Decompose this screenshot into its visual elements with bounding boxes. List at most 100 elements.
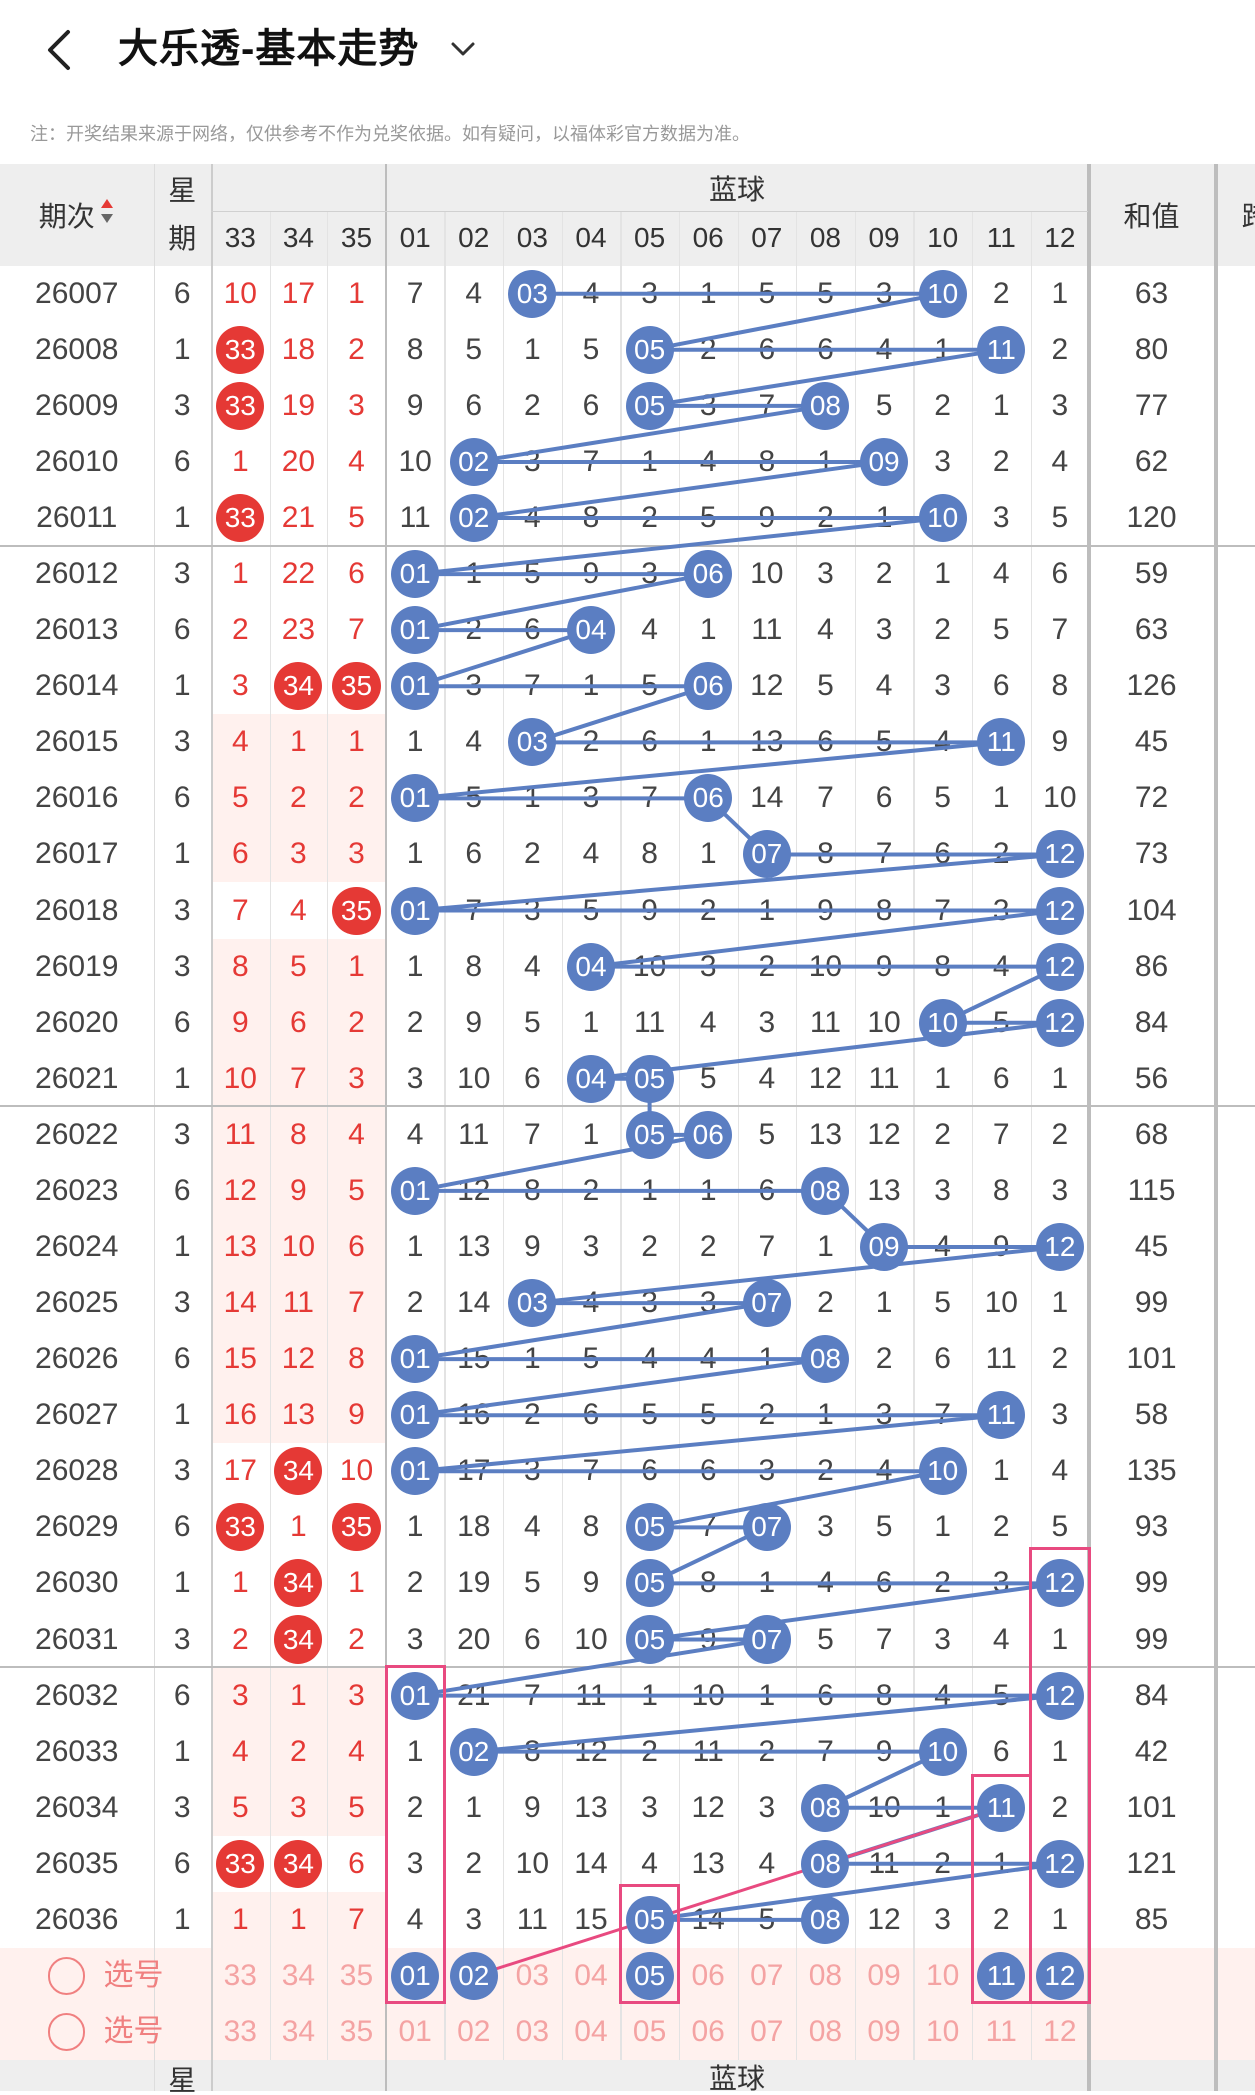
red-miss-cell: 1 <box>290 725 307 759</box>
period-header[interactable]: 期次 <box>0 164 154 265</box>
red-miss-cell: 13 <box>281 1398 316 1432</box>
select-blue-number[interactable]: 03 <box>515 2015 550 2049</box>
blue-miss-cell: 11 <box>868 1846 900 1880</box>
blue-ball: 07 <box>742 830 791 879</box>
period-cell: 26007 <box>35 276 119 310</box>
select-blue-number[interactable]: 04 <box>574 1958 608 1992</box>
select-blue-number[interactable]: 03 <box>515 1958 550 1992</box>
select-blue-number[interactable]: 09 <box>867 1958 901 1992</box>
blue-ball: 08 <box>801 1783 850 1832</box>
weekday-header-top: 星 <box>168 174 197 206</box>
chevron-left-icon[interactable] <box>40 26 80 74</box>
blue-miss-cell: 6 <box>992 1734 1010 1768</box>
red-row-tint <box>210 1667 386 1724</box>
period-cell: 26034 <box>35 1790 119 1824</box>
select-blue-ball[interactable]: 12 <box>1035 1951 1084 2000</box>
select-blue-number[interactable]: 01 <box>398 2015 432 2049</box>
red-miss-cell: 3 <box>348 388 365 422</box>
select-red-number[interactable]: 35 <box>339 2015 374 2049</box>
blue-miss-cell: 3 <box>1051 1398 1069 1432</box>
select-blue-number[interactable]: 11 <box>985 2015 1017 2049</box>
period-cell: 26022 <box>35 1117 119 1151</box>
blue-miss-cell: 2 <box>875 557 893 591</box>
sum-cell: 101 <box>1126 1790 1177 1824</box>
red-miss-cell: 10 <box>223 276 257 310</box>
red-miss-cell: 1 <box>348 276 365 310</box>
select-blue-number[interactable]: 12 <box>1043 2015 1077 2049</box>
red-miss-cell: 2 <box>348 1622 365 1656</box>
blue-miss-cell: 8 <box>582 1510 600 1544</box>
select-blue-number[interactable]: 08 <box>808 1958 843 1992</box>
blue-miss-cell: 1 <box>758 1566 776 1600</box>
select-blue-number[interactable]: 02 <box>457 2015 491 2049</box>
blue-miss-cell: 2 <box>934 1846 951 1880</box>
blue-miss-cell: 1 <box>992 1454 1010 1488</box>
select-blue-number[interactable]: 10 <box>925 2015 960 2049</box>
period-cell: 26019 <box>35 949 119 983</box>
blue-miss-cell: 5 <box>934 1286 951 1320</box>
weekday-cell: 6 <box>173 1173 191 1207</box>
select-red-number[interactable]: 33 <box>223 2015 257 2049</box>
blue-miss-cell: 1 <box>934 1510 951 1544</box>
blue-miss-cell: 5 <box>992 1005 1010 1039</box>
select-blue-ball[interactable]: 01 <box>391 1951 440 2000</box>
red-ball: 34 <box>274 1447 323 1496</box>
red-miss-cell: 5 <box>290 949 307 983</box>
select-blue-number[interactable]: 07 <box>750 1958 784 1992</box>
blue-col-header: 10 <box>927 222 959 254</box>
disclaimer-note: 注：开奖结果来源于网络，仅供参考不作为兑奖依据。如有疑问，以福体彩官方数据为准。 <box>30 124 750 144</box>
select-label[interactable]: 选号 <box>103 2015 164 2049</box>
footer-header-bg <box>0 2060 1255 2091</box>
red-miss-cell: 3 <box>231 1678 249 1712</box>
select-red-number[interactable]: 33 <box>223 1958 257 1992</box>
blue-miss-cell: 5 <box>524 557 541 591</box>
red-miss-cell: 8 <box>290 1117 307 1151</box>
blue-miss-cell: 6 <box>524 1061 541 1095</box>
blue-miss-cell: 4 <box>582 276 600 310</box>
select-blue-number[interactable]: 05 <box>632 2015 667 2049</box>
blue-miss-cell: 3 <box>992 1566 1010 1600</box>
blue-miss-cell: 11 <box>634 1005 666 1039</box>
select-blue-number[interactable]: 06 <box>691 1958 725 1992</box>
red-row-tint <box>210 1891 386 1948</box>
red-row-tint <box>210 1050 386 1107</box>
select-radio[interactable] <box>48 1957 86 1995</box>
select-radio[interactable] <box>48 2013 86 2051</box>
select-blue-number[interactable]: 09 <box>867 2015 901 2049</box>
select-blue-number[interactable]: 07 <box>750 2015 784 2049</box>
red-miss-cell: 1 <box>348 949 365 983</box>
chevron-down-icon[interactable] <box>448 34 478 64</box>
red-miss-cell: 5 <box>348 1173 365 1207</box>
blue-col-header: 04 <box>575 222 607 254</box>
blue-ball: 01 <box>391 1391 440 1440</box>
blue-miss-cell: 4 <box>934 1229 951 1263</box>
blue-miss-cell: 2 <box>817 1286 834 1320</box>
blue-ball: 02 <box>449 493 498 543</box>
weekday-cell: 6 <box>173 276 191 310</box>
select-red-number[interactable]: 34 <box>281 2015 316 2049</box>
select-label[interactable]: 选号 <box>103 1958 164 1992</box>
red-miss-cell: 4 <box>348 1117 365 1151</box>
blue-miss-cell: 20 <box>457 1622 491 1656</box>
red-miss-cell: 12 <box>281 1342 316 1376</box>
blue-miss-cell: 3 <box>934 1902 951 1936</box>
blue-miss-cell: 1 <box>1051 1286 1069 1320</box>
select-blue-ball[interactable]: 02 <box>449 1951 498 2000</box>
blue-miss-cell: 1 <box>817 1229 834 1263</box>
blue-miss-cell: 3 <box>641 276 658 310</box>
red-ball: 33 <box>216 1839 265 1888</box>
sort-icon[interactable] <box>99 197 115 232</box>
blue-miss-cell: 6 <box>817 332 834 366</box>
select-blue-number[interactable]: 08 <box>808 2015 843 2049</box>
select-blue-number[interactable]: 06 <box>691 2015 725 2049</box>
select-red-number[interactable]: 35 <box>339 1958 374 1992</box>
red-miss-cell: 5 <box>348 1790 365 1824</box>
select-red-number[interactable]: 34 <box>281 1958 316 1992</box>
select-blue-number[interactable]: 10 <box>925 1958 960 1992</box>
blue-miss-cell: 1 <box>992 781 1010 815</box>
blue-miss-cell: 3 <box>875 1398 893 1432</box>
blue-miss-cell: 2 <box>699 332 717 366</box>
blue-ball: 04 <box>566 942 615 991</box>
blue-col-header: 02 <box>458 222 490 254</box>
select-blue-number[interactable]: 04 <box>574 2015 608 2049</box>
